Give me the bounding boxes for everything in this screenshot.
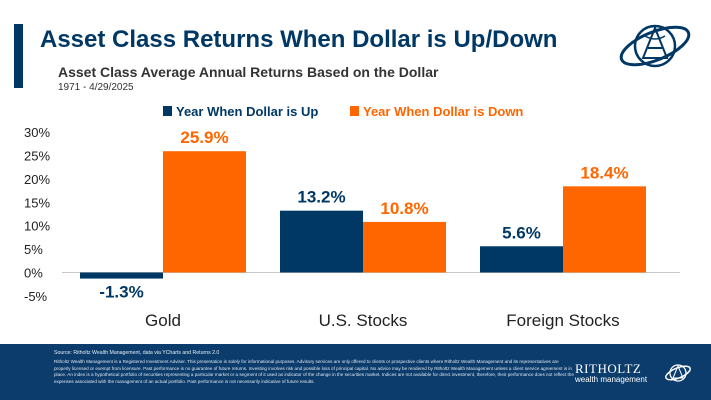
y-tick-label: 5%: [24, 242, 43, 257]
footer-bar: Source: Ritholtz Wealth Management, data…: [0, 344, 711, 400]
bar: [280, 210, 363, 273]
bar: [80, 272, 163, 279]
source-note: Source: Ritholtz Wealth Management, data…: [54, 350, 220, 356]
y-tick-label: 10%: [24, 219, 50, 234]
brand-logo[interactable]: RITHOLTZ wealth management: [575, 362, 647, 384]
bar: [480, 246, 563, 273]
brand-subtitle: wealth management: [575, 375, 648, 384]
y-tick-label: 20%: [24, 172, 50, 187]
data-label: 25.9%: [180, 128, 228, 147]
data-label: 13.2%: [297, 188, 345, 207]
data-label: -1.3%: [99, 283, 143, 302]
data-label: 10.8%: [380, 199, 428, 218]
disclaimer-text: Ritholtz Wealth Management is a Register…: [54, 359, 574, 384]
category-label: Foreign Stocks: [506, 311, 619, 330]
ritholtz-globe-logo-icon: [665, 364, 691, 382]
y-tick-label: 0%: [24, 266, 43, 281]
legend-swatch: [350, 106, 359, 116]
bar: [363, 221, 446, 273]
legend-label: Year When Dollar is Down: [363, 104, 523, 119]
data-label: 18.4%: [580, 163, 628, 182]
category-label: U.S. Stocks: [319, 311, 408, 330]
brand-name: RITHOLTZ: [575, 361, 642, 376]
legend-swatch: [163, 106, 172, 116]
title-accent-bar: [14, 24, 23, 88]
data-label: 5.6%: [502, 223, 541, 242]
ritholtz-globe-logo-icon: [619, 24, 691, 68]
chart-subtitle: Asset Class Average Annual Returns Based…: [58, 64, 439, 80]
y-tick-label: -5%: [24, 289, 48, 304]
y-tick-label: 25%: [24, 148, 50, 163]
y-tick-label: 30%: [24, 125, 50, 140]
bar: [163, 151, 246, 273]
page-title: Asset Class Returns When Dollar is Up/Do…: [40, 26, 558, 53]
date-range: 1971 - 4/29/2025: [58, 82, 134, 93]
bar-chart: 30% 25% 20% 15% 10% 5% 0% -5% -1.3% 25.9% Gold 13.2…: [24, 104, 680, 330]
y-tick-label: 15%: [24, 195, 50, 210]
legend-label: Year When Dollar is Up: [176, 104, 318, 119]
bar: [563, 186, 646, 273]
category-label: Gold: [145, 311, 181, 330]
